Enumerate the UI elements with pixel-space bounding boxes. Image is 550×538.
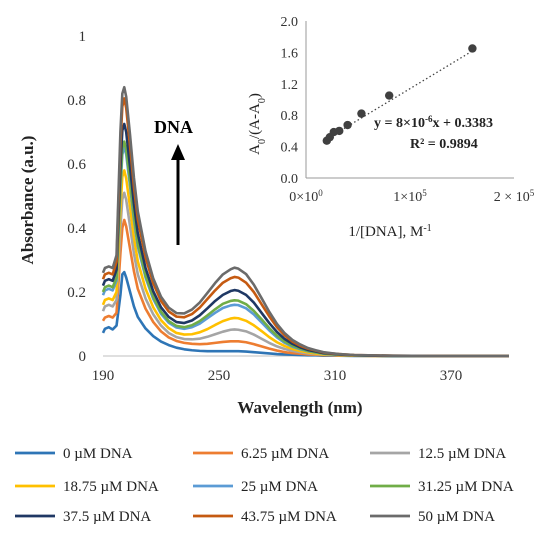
legend-item-label: 37.5 µM DNA [63,509,151,525]
inset-y-tick-label: 0.4 [281,141,299,156]
inset-y-axis-label: A0/(A-A0) [247,93,268,155]
inset-y-tick-label: 1.6 [281,46,299,61]
main-y-tick-label: 0.8 [67,93,86,109]
inset-y-tick-label: 0.0 [281,172,299,187]
series-line-8 [101,85,509,358]
main-spectrum-plot: 0 0.2 0.4 0.6 0.8 1 190 250 310 370 [67,29,509,384]
inset-x-tick-label: 2 × 105 [494,188,535,205]
inset-y-tick-label: 0.8 [281,109,299,124]
main-y-tick-label: 0.4 [67,221,86,237]
inset-y-tick-label: 2.0 [281,15,299,30]
legend-item-label: 25 µM DNA [241,479,318,495]
main-x-tick-label: 310 [324,368,347,384]
main-x-tick-label: 370 [440,368,463,384]
legend-item-label: 50 µM DNA [418,509,495,525]
scatter-point [468,44,477,53]
series-line-2 [101,191,509,358]
scatter-point [343,120,352,130]
inset-x-axis-label: 1/[DNA], M-1 [348,223,431,241]
main-y-tick-label: 0.6 [67,157,86,173]
legend-item-label: 12.5 µM DNA [418,446,506,462]
legend-item-label: 31.25 µM DNA [418,479,514,495]
scatter-point [357,109,366,118]
legend-item-label: 43.75 µM DNA [241,509,337,525]
legend: 0 µM DNA 6.25 µM DNA 12.5 µM DNA 18.75 µM D… [15,446,514,525]
trendline-equation: y = 8×10-6x + 0.3383 [374,114,493,131]
scatter-point [385,91,394,100]
main-y-axis-label: Absorbance (a.u.) [18,136,37,265]
main-y-tick-label: 0 [79,349,87,365]
inset-x-tick-label: 1×105 [393,188,427,205]
inset-y-tick-label: 1.2 [281,78,299,93]
inset-x-tick-label: 0×100 [289,188,323,205]
r-squared-label: R² = 0.9894 [410,137,478,152]
legend-item-label: 18.75 µM DNA [63,479,159,495]
main-y-tick-label: 1 [79,29,87,45]
series-line-1 [101,218,509,358]
main-x-tick-label: 250 [208,368,231,384]
main-x-tick-label: 190 [92,368,115,384]
legend-item-label: 0 µM DNA [63,446,133,462]
dna-annotation-label: DNA [154,117,193,137]
scatter-point [335,126,344,136]
inset-scatter-plot: 0.0 0.4 0.8 1.2 1.6 2.0 0×100 1×105 2 × 105 [281,15,535,205]
main-y-tick-label: 0.2 [67,285,86,301]
main-x-axis-label: Wavelength (nm) [237,398,362,417]
dna-arrow [171,144,185,245]
legend-item-label: 6.25 µM DNA [241,446,329,462]
